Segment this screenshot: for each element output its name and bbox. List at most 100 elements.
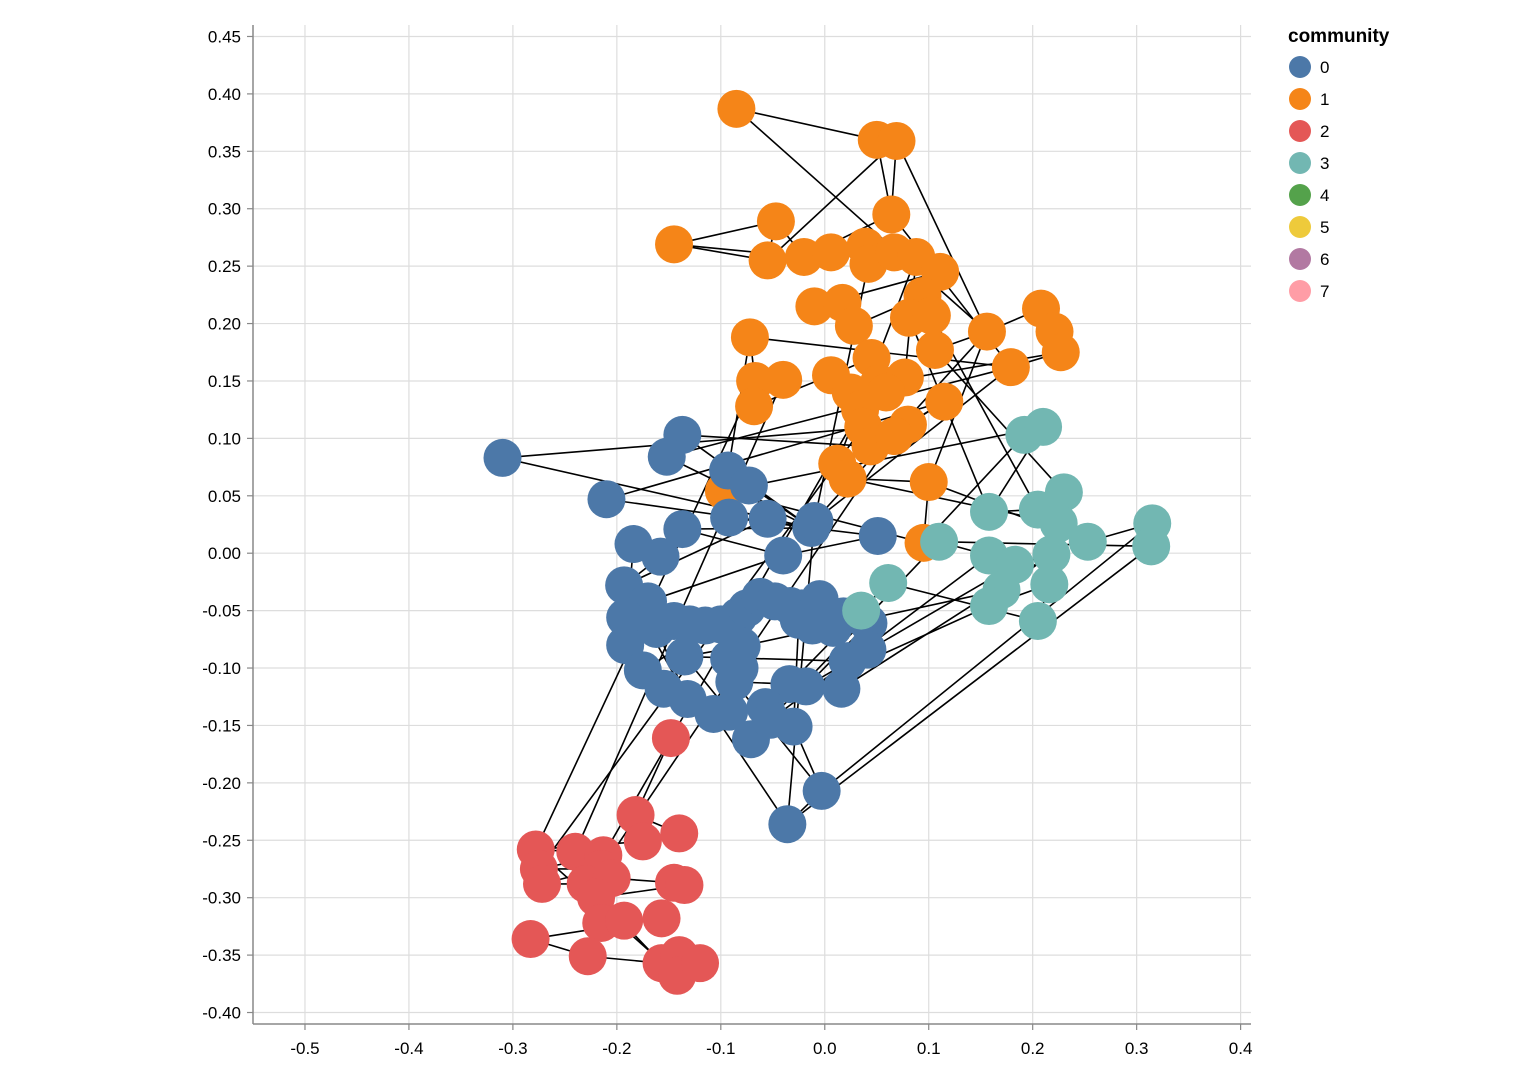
legend-swatch-1: [1289, 88, 1311, 110]
node-community-2: [511, 920, 550, 959]
grid: [253, 25, 1251, 1024]
legend-label-1: 1: [1320, 90, 1329, 109]
node-community-3: [1018, 601, 1057, 640]
x-tick-label: 0.4: [1229, 1039, 1253, 1058]
node-community-3: [1032, 535, 1071, 574]
node-community-2: [660, 814, 699, 853]
node-community-3: [1039, 504, 1078, 543]
node-community-2: [605, 901, 644, 940]
node-community-3: [970, 492, 1009, 531]
legend-swatch-5: [1289, 216, 1311, 238]
y-tick-label: 0.20: [208, 315, 241, 334]
y-tick-label: -0.05: [202, 602, 241, 621]
node-community-1: [730, 318, 769, 357]
y-tick-label: 0.30: [208, 200, 241, 219]
node-community-1: [872, 195, 911, 234]
legend-label-7: 7: [1320, 282, 1329, 301]
node-community-3: [1044, 473, 1083, 512]
graph-edge: [736, 108, 877, 141]
node-community-1: [915, 330, 954, 369]
legend-title: community: [1288, 26, 1390, 47]
x-tick-label: -0.1: [706, 1039, 735, 1058]
node-community-2: [623, 822, 662, 861]
node-community-0: [587, 480, 626, 519]
node-community-1: [834, 306, 873, 345]
node-community-3: [970, 587, 1009, 626]
legend-label-3: 3: [1320, 154, 1329, 173]
node-community-2: [568, 937, 607, 976]
node-community-2: [681, 944, 720, 983]
y-tick-label: -0.10: [202, 659, 241, 678]
node-community-2: [642, 899, 681, 938]
node-community-0: [858, 516, 897, 555]
graph-edge: [684, 655, 848, 662]
legend-swatch-7: [1289, 280, 1311, 302]
y-tick-label: 0.45: [208, 27, 241, 46]
graph-edge: [682, 434, 871, 448]
node-community-0: [793, 606, 832, 645]
x-tick-label: 0.1: [917, 1039, 941, 1058]
legend-label-5: 5: [1320, 218, 1329, 237]
y-tick-label: 0.00: [208, 544, 241, 563]
graph-edge: [502, 423, 909, 459]
legend-label-6: 6: [1320, 250, 1329, 269]
x-tick-label: -0.5: [290, 1039, 319, 1058]
y-tick-label: 0.10: [208, 429, 241, 448]
x-tick-label: -0.3: [498, 1039, 527, 1058]
x-tick-label: -0.4: [394, 1039, 423, 1058]
node-community-0: [822, 669, 861, 708]
y-tick-label: 0.25: [208, 257, 241, 276]
x-tick-label: 0.3: [1125, 1039, 1149, 1058]
node-community-0: [710, 498, 749, 537]
node-community-1: [748, 241, 787, 280]
node-community-2: [665, 866, 704, 905]
node-community-3: [1068, 522, 1107, 561]
legend-label-0: 0: [1320, 58, 1329, 77]
node-community-1: [717, 89, 756, 128]
graph-edge: [821, 522, 1153, 792]
legend-label-2: 2: [1320, 122, 1329, 141]
node-community-3: [1030, 565, 1069, 604]
y-tick-label: -0.25: [202, 831, 241, 850]
node-community-1: [925, 382, 964, 421]
node-community-0: [606, 598, 645, 637]
node-community-1: [1041, 333, 1080, 372]
node-community-1: [877, 121, 916, 160]
node-community-1: [909, 463, 948, 502]
x-tick-label: 0.0: [813, 1039, 837, 1058]
y-tick-label: -0.20: [202, 774, 241, 793]
y-tick-label: 0.05: [208, 487, 241, 506]
node-community-2: [651, 719, 690, 758]
graph-edge: [606, 400, 945, 501]
node-community-3: [920, 522, 959, 561]
node-community-0: [483, 438, 522, 477]
node-community-1: [828, 459, 867, 498]
legend-swatch-3: [1289, 152, 1311, 174]
node-community-0: [710, 692, 749, 731]
node-community-0: [663, 510, 702, 549]
node-community-0: [802, 771, 841, 810]
legend-swatch-6: [1289, 248, 1311, 270]
graph-edge: [767, 140, 898, 261]
y-tick-label: -0.40: [202, 1004, 241, 1023]
node-community-0: [768, 805, 807, 844]
node-community-3: [1024, 407, 1063, 446]
axes: -0.5 -0.4 -0.3 -0.2 -0.1 0.0 0.1 0.2 0.3 0.4 0.45 0…: [202, 25, 1252, 1058]
node-community-0: [665, 637, 704, 676]
x-tick-label: 0.2: [1021, 1039, 1045, 1058]
legend-swatch-0: [1289, 56, 1311, 78]
y-tick-label: -0.35: [202, 946, 241, 965]
node-community-3: [869, 564, 908, 603]
node-community-3: [1132, 527, 1171, 566]
y-tick-label: 0.15: [208, 372, 241, 391]
node-community-1: [967, 312, 1006, 351]
graph-edge: [786, 545, 1152, 825]
node-community-3: [842, 591, 881, 630]
legend-label-4: 4: [1320, 186, 1329, 205]
legend-swatch-2: [1289, 120, 1311, 142]
node-community-0: [787, 667, 826, 706]
nodes: [483, 89, 1172, 995]
graph-edge: [666, 366, 1012, 458]
node-community-0: [795, 502, 834, 541]
